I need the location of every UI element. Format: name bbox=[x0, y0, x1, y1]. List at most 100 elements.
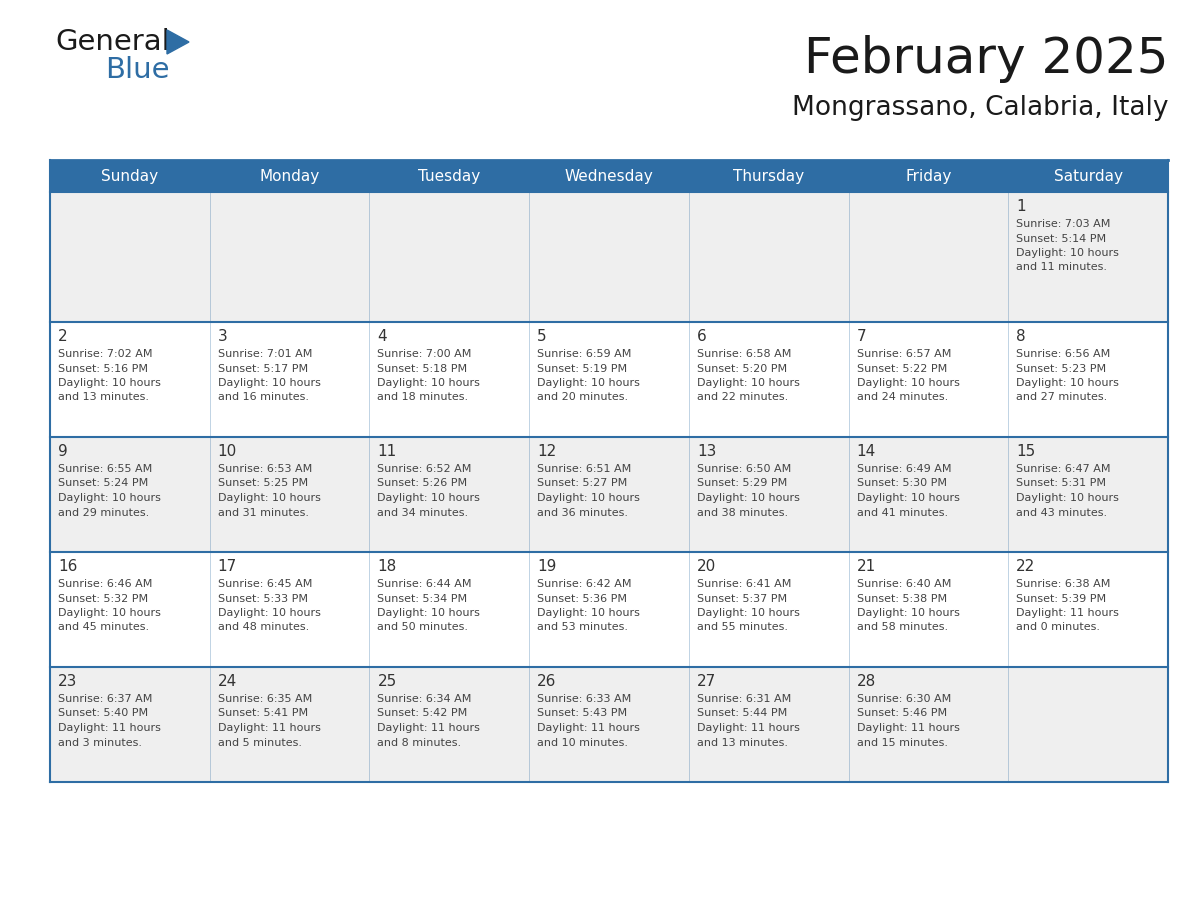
Text: Daylight: 10 hours: Daylight: 10 hours bbox=[217, 493, 321, 503]
Text: Daylight: 10 hours: Daylight: 10 hours bbox=[1016, 378, 1119, 388]
Text: Daylight: 10 hours: Daylight: 10 hours bbox=[378, 493, 480, 503]
Bar bbox=[50, 322, 1168, 437]
Text: Sunset: 5:19 PM: Sunset: 5:19 PM bbox=[537, 364, 627, 374]
Text: Friday: Friday bbox=[905, 169, 952, 184]
Text: Sunset: 5:38 PM: Sunset: 5:38 PM bbox=[857, 594, 947, 603]
Text: Sunrise: 6:38 AM: Sunrise: 6:38 AM bbox=[1016, 579, 1111, 589]
Text: February 2025: February 2025 bbox=[803, 35, 1168, 83]
Text: Sunrise: 6:40 AM: Sunrise: 6:40 AM bbox=[857, 579, 950, 589]
Text: 15: 15 bbox=[1016, 444, 1036, 459]
Text: Daylight: 11 hours: Daylight: 11 hours bbox=[217, 723, 321, 733]
Text: Sunrise: 7:01 AM: Sunrise: 7:01 AM bbox=[217, 349, 312, 359]
Text: Sunrise: 6:41 AM: Sunrise: 6:41 AM bbox=[697, 579, 791, 589]
Text: 1: 1 bbox=[1016, 199, 1026, 214]
Text: Monday: Monday bbox=[259, 169, 320, 184]
Text: and 13 minutes.: and 13 minutes. bbox=[697, 737, 788, 747]
Text: and 11 minutes.: and 11 minutes. bbox=[1016, 263, 1107, 273]
Text: 2: 2 bbox=[58, 329, 68, 344]
Text: and 5 minutes.: and 5 minutes. bbox=[217, 737, 302, 747]
Text: Sunrise: 6:56 AM: Sunrise: 6:56 AM bbox=[1016, 349, 1111, 359]
Text: Sunrise: 6:45 AM: Sunrise: 6:45 AM bbox=[217, 579, 312, 589]
Text: and 50 minutes.: and 50 minutes. bbox=[378, 622, 468, 633]
Text: 19: 19 bbox=[537, 559, 556, 574]
Text: Sunrise: 6:57 AM: Sunrise: 6:57 AM bbox=[857, 349, 950, 359]
Text: Sunrise: 6:52 AM: Sunrise: 6:52 AM bbox=[378, 464, 472, 474]
Text: 25: 25 bbox=[378, 674, 397, 689]
Text: and 15 minutes.: and 15 minutes. bbox=[857, 737, 948, 747]
Text: Sunset: 5:14 PM: Sunset: 5:14 PM bbox=[1016, 233, 1106, 243]
Text: Sunrise: 6:55 AM: Sunrise: 6:55 AM bbox=[58, 464, 152, 474]
Bar bbox=[50, 160, 1168, 192]
Text: 12: 12 bbox=[537, 444, 556, 459]
Text: Tuesday: Tuesday bbox=[418, 169, 480, 184]
Text: Daylight: 11 hours: Daylight: 11 hours bbox=[378, 723, 480, 733]
Text: Daylight: 10 hours: Daylight: 10 hours bbox=[378, 608, 480, 618]
Text: and 41 minutes.: and 41 minutes. bbox=[857, 508, 948, 518]
Text: Sunrise: 6:31 AM: Sunrise: 6:31 AM bbox=[697, 694, 791, 704]
Text: and 22 minutes.: and 22 minutes. bbox=[697, 393, 788, 402]
Text: and 58 minutes.: and 58 minutes. bbox=[857, 622, 948, 633]
Text: Daylight: 10 hours: Daylight: 10 hours bbox=[58, 378, 160, 388]
Text: Sunset: 5:40 PM: Sunset: 5:40 PM bbox=[58, 709, 148, 719]
Text: and 13 minutes.: and 13 minutes. bbox=[58, 393, 148, 402]
Text: 13: 13 bbox=[697, 444, 716, 459]
Text: Daylight: 10 hours: Daylight: 10 hours bbox=[697, 378, 800, 388]
Text: 5: 5 bbox=[537, 329, 546, 344]
Text: Sunset: 5:27 PM: Sunset: 5:27 PM bbox=[537, 478, 627, 488]
Text: and 45 minutes.: and 45 minutes. bbox=[58, 622, 150, 633]
Text: Daylight: 10 hours: Daylight: 10 hours bbox=[58, 493, 160, 503]
Text: Sunset: 5:34 PM: Sunset: 5:34 PM bbox=[378, 594, 468, 603]
Text: Daylight: 11 hours: Daylight: 11 hours bbox=[537, 723, 640, 733]
Text: Sunrise: 6:51 AM: Sunrise: 6:51 AM bbox=[537, 464, 631, 474]
Text: 22: 22 bbox=[1016, 559, 1036, 574]
Text: 7: 7 bbox=[857, 329, 866, 344]
Text: Daylight: 11 hours: Daylight: 11 hours bbox=[1016, 608, 1119, 618]
Text: Sunset: 5:39 PM: Sunset: 5:39 PM bbox=[1016, 594, 1106, 603]
Text: Sunrise: 7:02 AM: Sunrise: 7:02 AM bbox=[58, 349, 152, 359]
Text: Daylight: 10 hours: Daylight: 10 hours bbox=[1016, 248, 1119, 258]
Text: and 24 minutes.: and 24 minutes. bbox=[857, 393, 948, 402]
Text: Sunrise: 6:30 AM: Sunrise: 6:30 AM bbox=[857, 694, 950, 704]
Text: Sunrise: 6:47 AM: Sunrise: 6:47 AM bbox=[1016, 464, 1111, 474]
Text: Sunrise: 7:03 AM: Sunrise: 7:03 AM bbox=[1016, 219, 1111, 229]
Text: Sunset: 5:29 PM: Sunset: 5:29 PM bbox=[697, 478, 788, 488]
Text: Sunrise: 6:35 AM: Sunrise: 6:35 AM bbox=[217, 694, 312, 704]
Text: Daylight: 10 hours: Daylight: 10 hours bbox=[1016, 493, 1119, 503]
Bar bbox=[50, 192, 1168, 322]
Text: Daylight: 10 hours: Daylight: 10 hours bbox=[58, 608, 160, 618]
Text: and 31 minutes.: and 31 minutes. bbox=[217, 508, 309, 518]
Text: 10: 10 bbox=[217, 444, 236, 459]
Text: Daylight: 10 hours: Daylight: 10 hours bbox=[217, 608, 321, 618]
Text: Daylight: 10 hours: Daylight: 10 hours bbox=[857, 493, 960, 503]
Text: 26: 26 bbox=[537, 674, 556, 689]
Text: Sunset: 5:30 PM: Sunset: 5:30 PM bbox=[857, 478, 947, 488]
Text: Sunrise: 6:34 AM: Sunrise: 6:34 AM bbox=[378, 694, 472, 704]
Text: Sunset: 5:20 PM: Sunset: 5:20 PM bbox=[697, 364, 786, 374]
Text: and 18 minutes.: and 18 minutes. bbox=[378, 393, 468, 402]
Text: 4: 4 bbox=[378, 329, 387, 344]
Text: Sunday: Sunday bbox=[101, 169, 158, 184]
Text: Sunset: 5:37 PM: Sunset: 5:37 PM bbox=[697, 594, 786, 603]
Text: Sunrise: 6:58 AM: Sunrise: 6:58 AM bbox=[697, 349, 791, 359]
Text: 17: 17 bbox=[217, 559, 236, 574]
Text: and 48 minutes.: and 48 minutes. bbox=[217, 622, 309, 633]
Text: Sunrise: 6:49 AM: Sunrise: 6:49 AM bbox=[857, 464, 952, 474]
Text: Sunset: 5:17 PM: Sunset: 5:17 PM bbox=[217, 364, 308, 374]
Bar bbox=[50, 437, 1168, 552]
Text: Daylight: 11 hours: Daylight: 11 hours bbox=[58, 723, 160, 733]
Text: Sunset: 5:36 PM: Sunset: 5:36 PM bbox=[537, 594, 627, 603]
Text: Daylight: 10 hours: Daylight: 10 hours bbox=[217, 378, 321, 388]
Text: Sunrise: 6:37 AM: Sunrise: 6:37 AM bbox=[58, 694, 152, 704]
Text: Sunrise: 6:46 AM: Sunrise: 6:46 AM bbox=[58, 579, 152, 589]
Text: Sunset: 5:18 PM: Sunset: 5:18 PM bbox=[378, 364, 468, 374]
Text: Sunset: 5:41 PM: Sunset: 5:41 PM bbox=[217, 709, 308, 719]
Text: and 36 minutes.: and 36 minutes. bbox=[537, 508, 628, 518]
Text: and 34 minutes.: and 34 minutes. bbox=[378, 508, 468, 518]
Text: and 38 minutes.: and 38 minutes. bbox=[697, 508, 788, 518]
Text: and 20 minutes.: and 20 minutes. bbox=[537, 393, 628, 402]
Text: Daylight: 10 hours: Daylight: 10 hours bbox=[697, 493, 800, 503]
Text: 9: 9 bbox=[58, 444, 68, 459]
Text: Thursday: Thursday bbox=[733, 169, 804, 184]
Text: Sunrise: 6:50 AM: Sunrise: 6:50 AM bbox=[697, 464, 791, 474]
Text: Daylight: 10 hours: Daylight: 10 hours bbox=[697, 608, 800, 618]
